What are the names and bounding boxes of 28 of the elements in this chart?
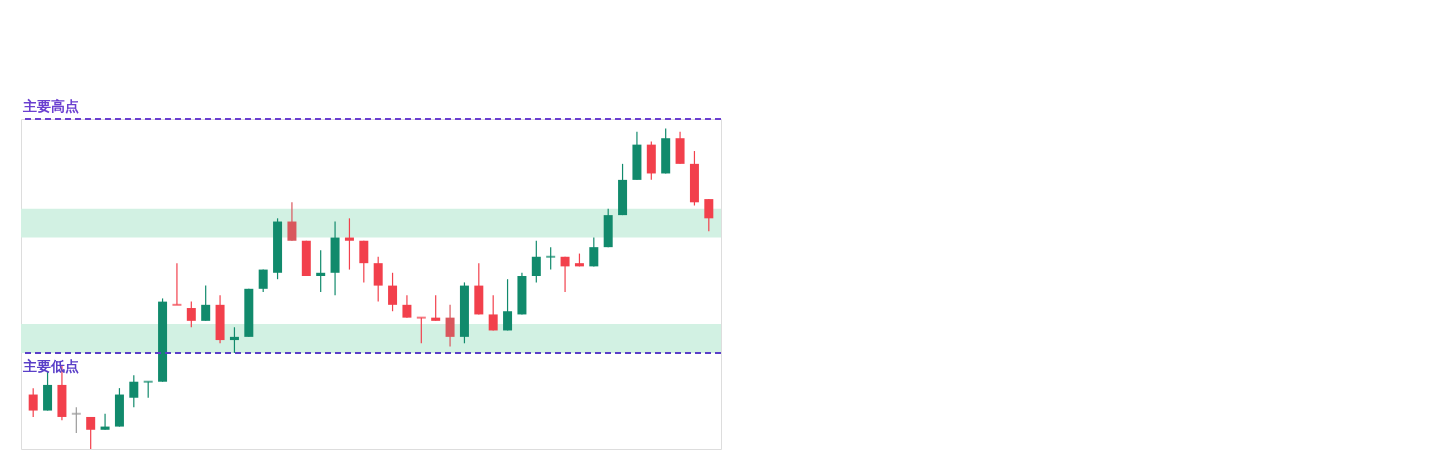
candlestick [560,256,570,293]
candlestick [229,326,239,354]
candlestick [287,201,297,242]
candlestick [431,294,441,322]
candlestick [359,240,369,283]
candlestick [344,217,354,271]
candlestick [388,272,398,312]
candlestick [172,262,182,306]
candlestick [416,316,426,344]
candlestick [316,249,326,293]
candlestick [129,374,139,408]
candlestick [503,278,513,332]
candlestick [445,304,455,348]
ref-line-label: 主要高点 [22,98,79,114]
candlestick [100,413,110,431]
candlestick [488,294,498,332]
candlestick [704,198,714,232]
candlestick [28,387,38,418]
ref-line-label: 主要低点 [22,357,79,374]
candlestick [201,285,211,322]
candlestick [86,416,96,450]
candlestick [373,256,383,303]
candlestick [71,406,81,434]
candlestick [531,240,541,283]
candlestick [402,294,412,319]
candlestick [589,236,599,267]
candlestick [546,246,556,271]
candlestick [186,301,196,328]
